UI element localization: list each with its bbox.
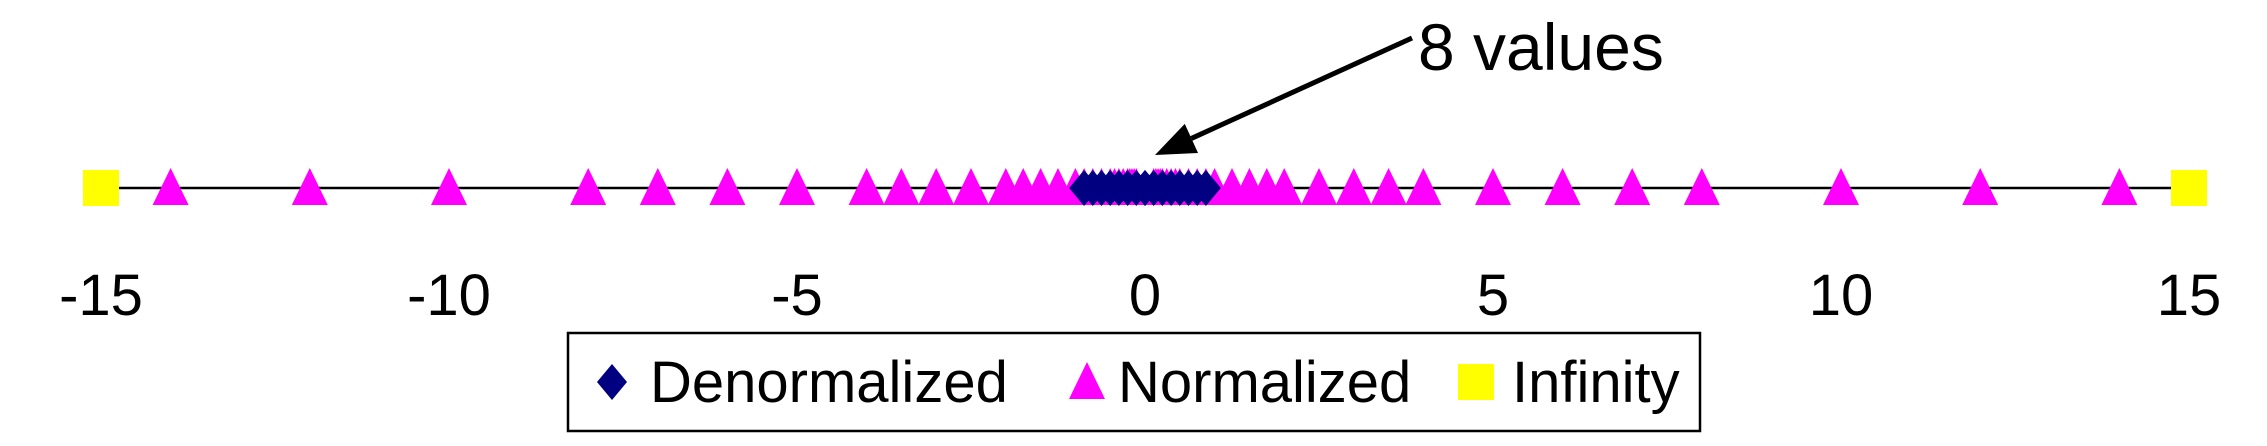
x-tick-label: -15 xyxy=(59,263,143,328)
annotation-layer: 8 values xyxy=(1155,10,1664,155)
legend-marker-denormalized xyxy=(597,364,627,400)
normalized-point xyxy=(1301,168,1337,205)
infinity-point xyxy=(2171,170,2207,206)
legend-items: Denormalized Normalized Infinity xyxy=(597,350,1680,415)
legend-label-normalized: Normalized xyxy=(1118,350,1411,415)
annotation-arrow xyxy=(1190,35,1414,141)
x-tick-label: -5 xyxy=(771,263,823,328)
normalized-point xyxy=(1335,168,1372,205)
marks-layer xyxy=(83,168,2207,206)
normalized-point xyxy=(779,168,815,205)
legend: Denormalized Normalized Infinity xyxy=(566,331,1702,433)
legend-label-infinity: Infinity xyxy=(1512,350,1680,415)
legend-marker-normalized xyxy=(1069,362,1105,399)
normalized-point xyxy=(431,168,467,205)
normalized-point xyxy=(291,168,328,205)
normalized-point xyxy=(1962,168,1999,205)
normalized-point xyxy=(848,168,885,205)
x-tick-label: 10 xyxy=(1809,263,1874,328)
normalized-point xyxy=(2101,168,2138,205)
normalized-point xyxy=(953,168,989,205)
infinity-point xyxy=(83,170,119,206)
normalized-point xyxy=(1370,168,1407,205)
x-tick-label: 15 xyxy=(2157,263,2222,328)
normalized-point xyxy=(1614,168,1651,205)
normalized-point xyxy=(1405,168,1442,205)
normalized-point xyxy=(918,168,955,205)
normalized-point xyxy=(709,168,746,205)
annotation-arrow-head xyxy=(1155,123,1199,155)
legend-label-denormalized: Denormalized xyxy=(650,350,1008,415)
legend-box xyxy=(566,331,1702,433)
normalized-point xyxy=(1475,168,1511,205)
normalized-point xyxy=(152,168,189,205)
axis-layer: -15 -10 -5 0 5 10 15 xyxy=(59,186,2222,328)
normalized-point xyxy=(570,168,607,205)
x-tick-label: -10 xyxy=(407,263,491,328)
normalized-point xyxy=(1266,168,1303,205)
x-tick-label: 0 xyxy=(1129,263,1161,328)
normalized-point xyxy=(1683,168,1720,205)
normalized-point xyxy=(1823,168,1859,205)
legend-marker-infinity xyxy=(1458,364,1494,400)
normalized-point xyxy=(1544,168,1581,205)
denormalized-point xyxy=(1190,170,1221,206)
x-tick-label: 5 xyxy=(1477,263,1509,328)
normalized-point xyxy=(639,168,676,205)
normalized-point xyxy=(883,168,920,205)
annotation-text: 8 values xyxy=(1418,10,1664,84)
